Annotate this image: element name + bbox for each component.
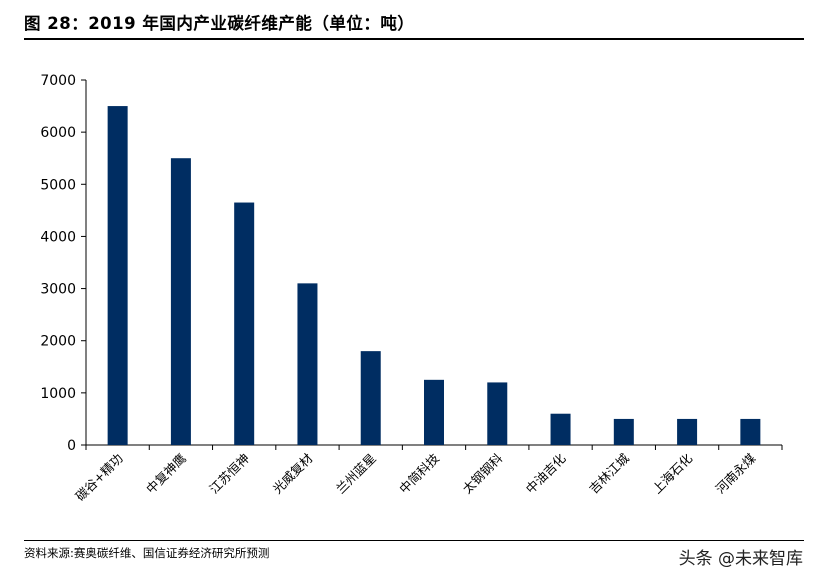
watermark: 头条 @未来智库 [678, 549, 803, 569]
bar [613, 418, 634, 445]
bar [234, 202, 255, 445]
figure-title: 图 28：2019 年国内产业碳纤维产能（单位：吨） [24, 14, 415, 33]
x-tick-label: 江苏恒神 [206, 451, 252, 497]
source-bar: 资料来源:赛奥碳纤维、国信证券经济研究所预测 [24, 540, 804, 560]
x-tick-label: 中油吉化 [523, 450, 569, 496]
y-tick-label: 2000 [40, 334, 76, 350]
x-tick-label: 光威复材 [270, 451, 316, 497]
y-tick-label: 7000 [40, 73, 76, 89]
x-tick-label: 中复神鹰 [143, 451, 189, 497]
bar [487, 382, 508, 445]
y-tick-label: 5000 [40, 177, 76, 193]
x-tick-label: 上海石化 [649, 450, 695, 496]
x-tick-label: 太钢钢科 [459, 450, 505, 496]
category-labels: 碳谷+精功 中复神鹰 江苏恒神 光威复材 兰州蓝星 中简科技 太钢钢科 中油吉化 吉林江城 上海石… [72, 450, 758, 504]
x-tick-label: 中简科技 [396, 450, 442, 496]
y-tick-label: 0 [67, 438, 76, 454]
y-axis: 0 1000 2000 3000 4000 5000 6000 7000 [40, 73, 87, 454]
x-tick-label: 碳谷+精功 [72, 451, 125, 504]
y-tick-label: 6000 [40, 125, 76, 141]
bar [677, 418, 698, 445]
bar [297, 283, 318, 445]
bar [424, 379, 444, 445]
bars [107, 106, 761, 446]
x-tick-label: 兰州蓝星 [333, 451, 379, 497]
bar [740, 418, 761, 445]
y-tick-label: 4000 [40, 229, 76, 245]
y-tick-label: 1000 [40, 386, 76, 402]
bar [107, 106, 128, 446]
x-tick-label: 吉林江城 [586, 450, 632, 496]
x-axis [85, 444, 783, 450]
bar [550, 413, 571, 445]
source-note: 资料来源:赛奥碳纤维、国信证券经济研究所预测 [24, 546, 270, 560]
bar [170, 158, 191, 445]
title-bar: 图 28：2019 年国内产业碳纤维产能（单位：吨） [24, 6, 804, 40]
x-tick-label: 河南永煤 [713, 450, 759, 496]
bar-chart: 0 1000 2000 3000 4000 5000 6000 7000 碳谷+精功 中复神鹰江… [40, 73, 783, 504]
y-tick-label: 3000 [40, 282, 76, 298]
bar [360, 351, 381, 445]
